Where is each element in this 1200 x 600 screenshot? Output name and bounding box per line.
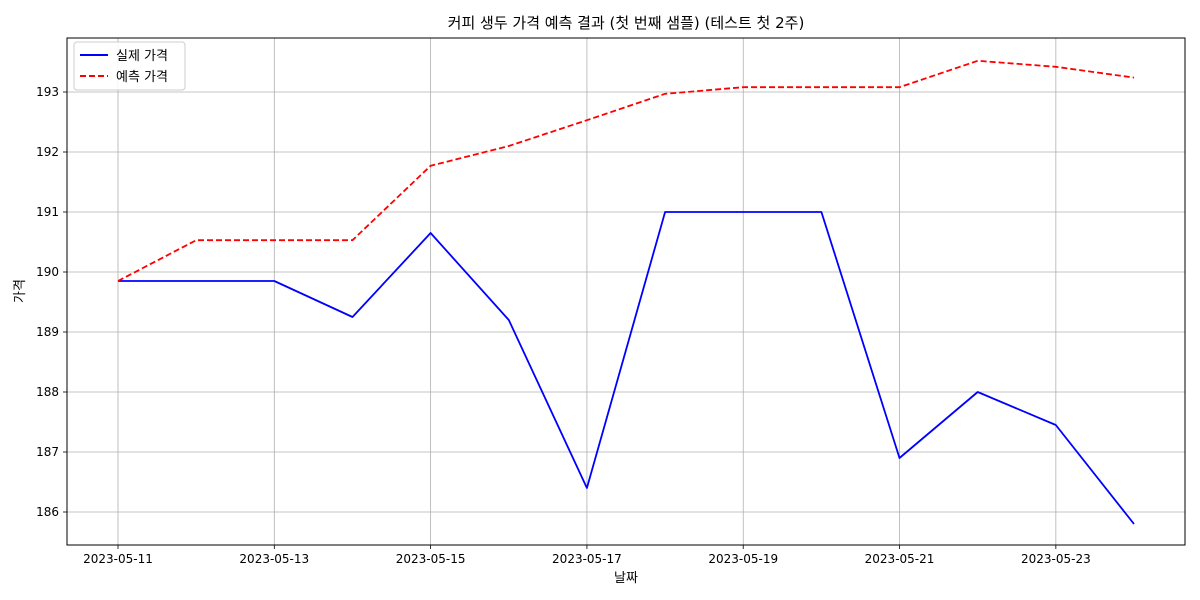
x-axis-label: 날짜 (614, 571, 638, 586)
y-tick-label: 193 (36, 85, 59, 99)
x-tick-label: 2023-05-17 (552, 552, 622, 566)
grid (67, 38, 1185, 545)
y-tick-label: 186 (36, 505, 59, 519)
x-tick-label: 2023-05-15 (396, 552, 466, 566)
y-tick-label: 192 (36, 145, 59, 159)
axis-ticks: 2023-05-11 2023-05-13 2023-05-15 2023-05-17… (36, 85, 1091, 566)
series-lines (117, 59, 1135, 525)
y-tick-label: 188 (36, 385, 59, 399)
x-tick-label: 2023-05-23 (1021, 552, 1091, 566)
x-tick-label: 2023-05-21 (865, 552, 935, 566)
legend: 실제 가격 예측 가격 (73, 41, 186, 91)
y-tick-label: 187 (36, 445, 59, 459)
legend-label-predicted: 예측 가격 (116, 70, 168, 85)
predicted-price-line (117, 59, 1135, 282)
x-tick-label: 2023-05-19 (708, 552, 778, 566)
y-tick-label: 189 (36, 325, 59, 339)
y-tick-label: 191 (36, 205, 59, 219)
x-tick-label: 2023-05-13 (239, 552, 309, 566)
y-tick-label: 190 (36, 265, 59, 279)
x-tick-label: 2023-05-11 (83, 552, 153, 566)
legend-label-actual: 실제 가격 (116, 49, 168, 64)
chart-title: 커피 생두 가격 예측 결과 (첫 번째 샘플) (테스트 첫 2주) (448, 14, 805, 32)
actual-price-line (118, 211, 1135, 525)
y-axis-label: 가격 (13, 279, 28, 303)
plot-area (66, 37, 1186, 546)
